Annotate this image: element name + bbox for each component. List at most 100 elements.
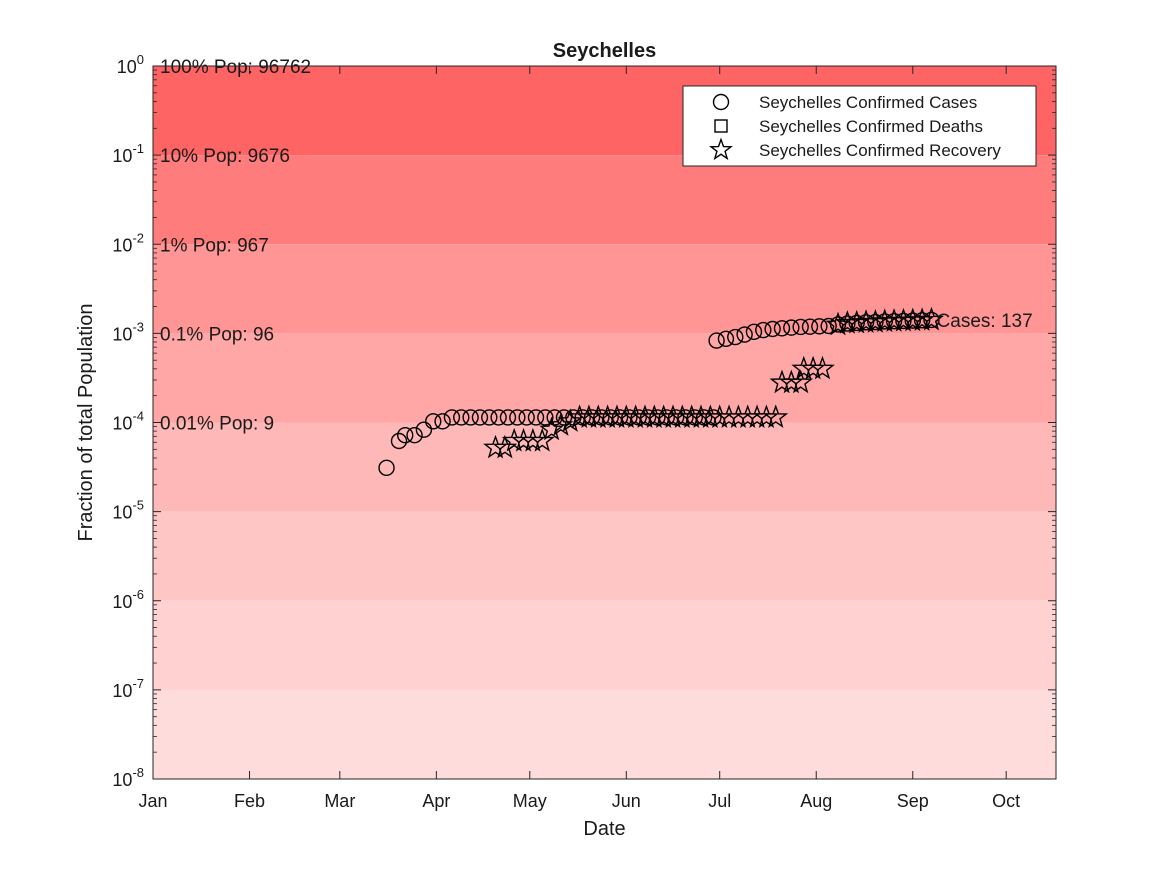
x-tick-label: Oct [992,791,1020,811]
population-band [153,333,1056,423]
cases-point [406,427,423,444]
legend: Seychelles Confirmed Cases Seychelles Con… [682,85,1037,167]
cases-point [708,332,725,349]
x-tick-label: Jul [708,791,731,811]
square-marker-icon [714,119,728,133]
y-tick-label: 10-1 [112,141,144,166]
cases-point [555,409,573,426]
recovery-point [529,427,555,452]
cases-point [499,409,517,426]
recovery-point [557,408,583,432]
x-tick-label: May [513,791,547,811]
cases-point [895,312,912,330]
legend-entry: Seychelles Confirmed Recovery [759,141,1001,160]
cases-point [390,432,408,450]
x-tick-label: Apr [422,791,450,811]
x-axis-ticks: Jan Feb Mar Apr May Jun Jul Aug Sep Oct [138,66,1020,811]
recovery-point [778,369,804,394]
y-tick-label: 10-5 [112,498,144,523]
y-tick-label: 10-2 [112,230,144,255]
population-band [153,422,1056,512]
cases-point [727,328,744,346]
cases-point [518,409,535,426]
cases-point [839,315,856,332]
y-tick-label: 10-8 [112,765,144,790]
x-tick-label: Sep [897,791,929,811]
population-band [153,155,1056,245]
x-tick-label: Jun [612,791,641,811]
recovery-point [539,416,564,441]
cases-point [783,319,800,336]
circle-marker-icon [712,93,730,111]
cases-point [923,311,940,329]
cases-point [509,409,526,426]
population-band [153,689,1056,779]
recovery-point [753,404,779,429]
y-tick-label: 100 [117,52,144,77]
x-tick-label: Feb [234,791,265,811]
recovery-point [520,427,546,452]
cases-point [717,330,735,347]
cases-point [527,409,545,426]
cases-point [876,313,893,330]
recovery-point [483,434,508,459]
cases-point [811,318,828,335]
data-points [378,306,944,477]
recovery-point [788,369,814,394]
y-tick-label: 10-7 [112,676,144,701]
recovery-point [844,309,870,334]
x-axis-label: Date [583,818,625,840]
recovery-point [862,308,888,333]
cases-point [745,323,763,341]
cases-point [537,409,554,426]
cases-point [481,409,498,426]
x-tick-label: Jan [138,791,167,811]
legend-entry: Seychelles Confirmed Deaths [759,117,983,136]
cases-point [378,459,395,477]
recovery-point [763,404,789,429]
recovery-point [825,311,851,336]
cases-point [415,421,433,438]
legend-box [682,85,1037,167]
y-tick-label: 10-6 [112,587,144,612]
chart-title: Seychelles [553,40,656,62]
population-band [153,511,1056,601]
recovery-point [800,355,826,380]
cases-point [885,312,903,330]
legend-entry: Seychelles Confirmed Cases [759,93,977,112]
cases-point [443,409,461,426]
population-band-labels: 100% Pop: 96762 10% Pop: 9676 1% Pop: 967 0… [160,57,311,435]
recovery-point [810,355,835,380]
cases-point [453,409,470,426]
cases-point [490,409,507,426]
cases-point [736,326,753,343]
cases-point [471,409,489,426]
band-label: 0.1% Pop: 96 [160,324,274,345]
population-band [153,600,1056,690]
recovery-point [492,434,518,459]
cases-point [755,321,772,339]
y-axis-ticks: 100 10-1 10-2 10-3 10-4 10-5 10-6 10-7 10-8 [112,52,1056,790]
population-bands [153,66,1056,779]
band-label: 0.01% Pop: 9 [160,414,274,435]
cases-point [820,317,837,335]
recovery-point [909,307,935,331]
cases-point [434,413,451,430]
cases-point [397,427,414,444]
cases-point [773,320,791,337]
cases-point [792,318,809,336]
recovery-point [919,306,944,331]
y-tick-label: 10-4 [112,409,144,434]
recovery-point [548,412,574,436]
cases-point [764,320,781,338]
cases-point [848,314,865,332]
recovery-point [900,307,926,332]
y-axis-label: Fraction of total Population [75,304,97,542]
y-tick-label: 10-3 [112,319,144,344]
recovery-point [853,309,879,333]
cases-point [801,318,819,335]
star-marker-icon [709,137,733,161]
cases-point [867,313,884,331]
